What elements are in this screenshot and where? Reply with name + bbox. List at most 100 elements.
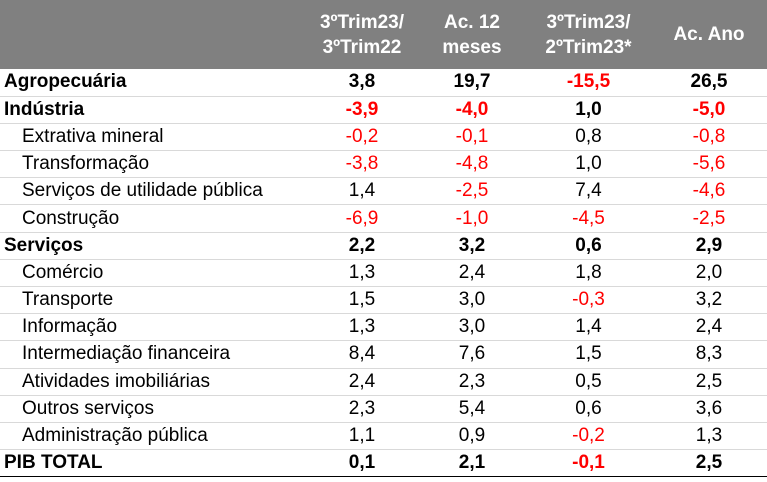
table-row: Extrativa mineral -0,2 -0,1 0,8 -0,8 [0,123,767,152]
value-cell: 19,7 [418,69,526,97]
value-cell: -4,6 [651,177,767,206]
row-label: Administração pública [0,422,306,451]
table-row: Serviços de utilidade pública 1,4 -2,5 7,4-… [0,177,767,206]
header-line: Ac. 12 [444,11,500,33]
row-label: Indústria [0,96,306,124]
value-cell: 3,8 [306,69,418,97]
row-label: Transporte [0,286,306,315]
header-line: Ac. Ano [673,24,745,45]
row-label: Intermediação financeira [0,340,306,369]
table-row: Administração pública 1,1 0,9 -0,2 1,3 [0,422,767,451]
value-cell: 26,5 [651,69,767,97]
value-cell: -0,2 [306,123,418,152]
value-cell: 1,3 [651,422,767,451]
header-3trim23-vs-3trim22: 3ºTrim23/ 3ºTrim22 [306,0,418,69]
header-acumulado-12-meses: Ac. 12 meses [418,0,526,69]
value-cell: -0,3 [526,286,651,315]
value-cell: 8,4 [306,340,418,369]
value-cell: 1,3 [306,259,418,288]
value-cell: 3,6 [651,395,767,423]
value-cell: 7,4 [526,177,651,206]
value-cell: 5,4 [418,395,526,423]
value-cell: 1,0 [526,96,651,124]
value-cell: -15,5 [526,69,651,97]
value-cell: 3,2 [418,232,526,260]
value-cell: 0,9 [418,422,526,451]
value-cell: 1,1 [306,422,418,451]
value-cell: 0,1 [306,449,418,478]
table-row: Comércio 1,3 2,4 1,8 2,0 [0,259,767,288]
row-label: Comércio [0,259,306,288]
value-cell: -3,9 [306,96,418,124]
value-cell: 0,8 [526,123,651,152]
row-label: Construção [0,204,306,233]
value-cell: -4,8 [418,150,526,179]
header-row: 3ºTrim23/ 3ºTrim22 Ac. 12 meses 3ºTrim23… [0,0,767,69]
table-row: Informação 1,3 3,0 1,4 2,4 [0,313,767,342]
table-row: Serviços 2,2 3,2 0,6 2,9 [0,232,767,260]
value-cell: -6,9 [306,204,418,233]
table-row: Atividades imobiliárias 2,4 2,3 0,5 2,5 [0,368,767,396]
value-cell: -4,5 [526,204,651,233]
header-line: 2ºTrim23* [545,36,632,58]
row-label: Informação [0,313,306,342]
value-cell: 3,0 [418,313,526,342]
header-corner-cell [0,0,306,69]
header-acumulado-ano: Ac. Ano [651,0,767,69]
row-label: PIB TOTAL [0,449,306,478]
value-cell: 2,3 [418,368,526,396]
value-cell: 2,9 [651,232,767,260]
table-row: PIB TOTAL 0,1 2,1 -0,1 2,5 [0,449,767,478]
value-cell: 7,6 [418,340,526,369]
header-3trim23-vs-2trim23: 3ºTrim23/ 2ºTrim23* [526,0,651,69]
value-cell: -2,5 [651,204,767,233]
value-cell: -4,0 [418,96,526,124]
row-label: Outros serviços [0,395,306,423]
value-cell: 2,2 [306,232,418,260]
value-cell: 1,4 [526,313,651,342]
table-row: Outros serviços 2,3 5,4 0,6 3,6 [0,395,767,423]
row-label: Atividades imobiliárias [0,368,306,396]
value-cell: 2,4 [651,313,767,342]
value-cell: -1,0 [418,204,526,233]
value-cell: 2,3 [306,395,418,423]
row-label: Serviços [0,232,306,260]
value-cell: -5,6 [651,150,767,179]
table-row: Transformação -3,8 -4,8 1,0 -5,6 [0,150,767,179]
value-cell: 2,1 [418,449,526,478]
table-row: Agropecuária 3,8 19,7 -15,5 26,5 [0,69,767,97]
value-cell: 0,6 [526,232,651,260]
value-cell: -3,8 [306,150,418,179]
table-body: Agropecuária 3,8 19,7 -15,5 26,5 Indústria -3,… [0,69,767,478]
value-cell: 1,5 [306,286,418,315]
header-line: 3ºTrim23/ [319,11,405,33]
value-cell: 0,6 [526,395,651,423]
value-cell: -2,5 [418,177,526,206]
value-cell: 3,2 [651,286,767,315]
value-cell: 1,8 [526,259,651,288]
header-line: meses [442,36,502,58]
value-cell: 2,4 [306,368,418,396]
value-cell: -5,0 [651,96,767,124]
table-row: Construção -6,9 -1,0 -4,5 -2,5 [0,204,767,233]
value-cell: 1,3 [306,313,418,342]
header-line: 3ºTrim22 [322,36,402,58]
row-label: Serviços de utilidade pública [0,177,306,206]
value-cell: 2,4 [418,259,526,288]
value-cell: 2,5 [651,368,767,396]
table-header: 3ºTrim23/ 3ºTrim22 Ac. 12 meses 3ºTrim23… [0,0,767,69]
value-cell: 8,3 [651,340,767,369]
value-cell: -0,8 [651,123,767,152]
table-row: Intermediação financeira 8,4 7,6 1,5 8,3 [0,340,767,369]
table-row: Indústria -3,9 -4,0 1,0 -5,0 [0,96,767,124]
value-cell: -0,1 [526,449,651,478]
value-cell: 1,5 [526,340,651,369]
value-cell: 2,5 [651,449,767,478]
value-cell: 0,5 [526,368,651,396]
value-cell: -0,2 [526,422,651,451]
value-cell: 1,0 [526,150,651,179]
value-cell: 2,0 [651,259,767,288]
row-label: Extrativa mineral [0,123,306,152]
row-label: Transformação [0,150,306,179]
